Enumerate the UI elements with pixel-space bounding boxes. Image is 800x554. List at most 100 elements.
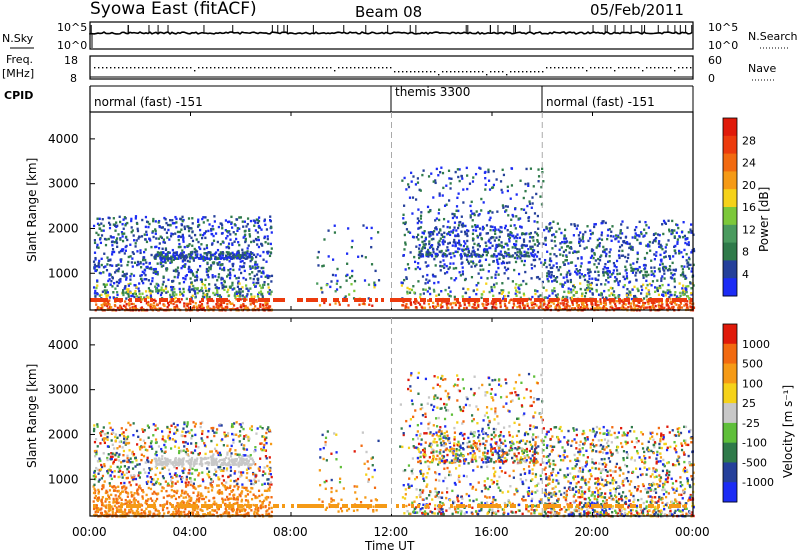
- scatter-cell: [346, 273, 349, 277]
- scatter-cell: [629, 306, 633, 309]
- scatter-cell: [251, 271, 254, 274]
- scatter-cell: [440, 166, 443, 169]
- freq-dot: [282, 67, 284, 69]
- scatter-cell: [215, 431, 218, 434]
- scatter-cell: [177, 245, 180, 249]
- scatter-cell: [256, 266, 259, 270]
- scatter-cell: [221, 474, 224, 478]
- scatter-cell: [136, 488, 139, 491]
- scatter-cell: [149, 295, 153, 299]
- scatter-cell: [555, 254, 558, 258]
- scatter-cell: [98, 259, 101, 263]
- scatter-cell: [606, 260, 610, 264]
- scatter-cell: [610, 305, 613, 308]
- scatter-cell: [568, 251, 571, 254]
- scatter-cell: [612, 272, 615, 275]
- scatter-cell: [492, 236, 495, 239]
- scatter-cell: [528, 306, 531, 310]
- scatter-cell: [484, 176, 487, 180]
- scatter-cell: [495, 178, 498, 181]
- scatter-cell: [586, 288, 590, 292]
- scatter-cell: [578, 307, 581, 311]
- scatter-cell: [182, 280, 186, 284]
- scatter-cell: [431, 273, 435, 277]
- scatter-cell: [443, 252, 447, 256]
- scatter-cell: [523, 263, 526, 267]
- scatter-cell: [185, 273, 188, 277]
- scatter-cell: [454, 244, 457, 248]
- scatter-cell: [658, 267, 661, 270]
- scatter-cell: [450, 277, 453, 280]
- scatter-cell: [647, 302, 650, 306]
- scatter-cell: [589, 229, 592, 232]
- scatter-cell: [158, 242, 161, 245]
- scatter-cell: [116, 284, 119, 287]
- scatter-cell: [145, 278, 148, 281]
- scatter-cell: [151, 279, 154, 283]
- scatter-cell: [216, 262, 219, 265]
- scatter-cell: [447, 267, 450, 271]
- scatter-cell: [177, 271, 180, 275]
- scatter-cell: [104, 491, 107, 495]
- scatter-cell: [98, 478, 101, 481]
- scatter-cell: [210, 257, 213, 260]
- scatter-cell: [517, 255, 520, 258]
- scatter-cell: [201, 289, 204, 293]
- scatter-cell: [233, 479, 236, 483]
- scatter-cell: [673, 277, 676, 281]
- scatter-cell: [658, 233, 661, 237]
- scatter-cell: [583, 307, 586, 310]
- scatter-cell: [115, 510, 118, 513]
- scatter-cell: [524, 211, 528, 214]
- scatter-cell: [569, 288, 573, 291]
- scatter-cell: [628, 246, 631, 250]
- scatter-cell: [164, 450, 167, 453]
- scatter-cell: [107, 279, 110, 283]
- scatter-cell: [261, 286, 264, 289]
- scatter-cell: [113, 475, 116, 478]
- scatter-cell: [267, 305, 271, 308]
- scatter-cell: [111, 485, 114, 488]
- scatter-cell: [619, 229, 622, 233]
- scatter-cell: [602, 274, 605, 277]
- scatter-cell: [167, 251, 170, 254]
- scatter-cell: [96, 498, 99, 501]
- scatter-cell: [620, 254, 623, 257]
- freq-dot: [654, 67, 656, 69]
- scatter-cell: [586, 283, 589, 287]
- scatter-cell: [625, 275, 629, 278]
- scatter-cell: [206, 261, 209, 264]
- scatter-cell: [650, 305, 653, 309]
- scatter-cell: [661, 223, 664, 226]
- scatter-cell: [502, 256, 505, 259]
- scatter-cell: [125, 272, 128, 276]
- scatter-cell: [179, 293, 182, 296]
- scatter-cell: [176, 489, 179, 493]
- scatter-cell: [93, 266, 96, 269]
- scatter-cell: [122, 218, 125, 221]
- freq-dot: [550, 67, 552, 69]
- scatter-cell: [679, 294, 682, 298]
- scatter-cell: [450, 177, 453, 180]
- scatter-cell: [235, 509, 239, 512]
- scatter-cell: [552, 302, 555, 305]
- freq-dot: [442, 71, 444, 73]
- scatter-cell: [119, 277, 122, 281]
- scatter-cell: [107, 495, 111, 499]
- scatter-cell: [325, 283, 328, 287]
- scatter-cell: [616, 272, 619, 276]
- scatter-cell: [131, 306, 134, 309]
- scatter-cell: [402, 217, 405, 220]
- scatter-cell: [658, 240, 661, 243]
- scatter-cell: [224, 307, 227, 310]
- scatter-cell: [528, 200, 531, 203]
- scatter-cell: [189, 483, 192, 487]
- scatter-cell: [658, 270, 661, 273]
- scatter-cell: [96, 279, 99, 282]
- scatter-cell: [453, 213, 456, 216]
- scatter-cell: [485, 224, 489, 227]
- scatter-cell: [651, 305, 654, 308]
- scatter-cell: [243, 295, 247, 299]
- freq-tick-top: 18: [64, 54, 78, 67]
- scatter-cell: [195, 274, 198, 277]
